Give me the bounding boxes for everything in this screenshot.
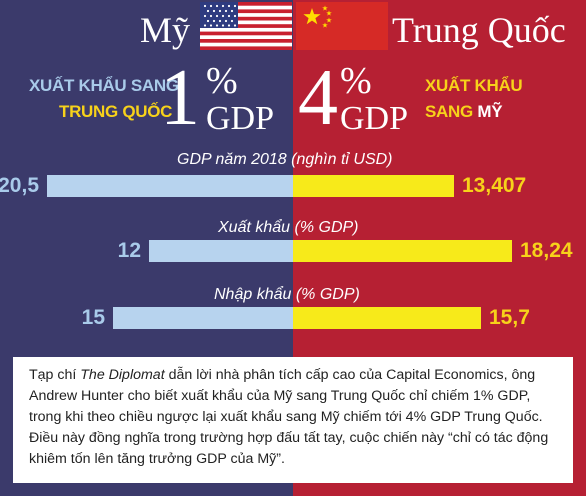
bar-value-china-exports: 18,24 [520, 239, 573, 262]
china-export-label-line1: XUẤT KHẨU [425, 76, 523, 95]
quote-text-start: Tạp chí [29, 367, 81, 383]
china-export-share-value: 4 [298, 54, 338, 142]
china-export-label-my: MỸ [477, 102, 503, 121]
bar-title-imports: Nhập khẩu (% GDP) [214, 286, 360, 303]
percent-sign: % [340, 60, 372, 102]
bar-us-imports [113, 307, 293, 329]
bar-us-exports [149, 240, 293, 262]
gdp-unit: GDP [340, 100, 409, 137]
percent-sign: % [206, 60, 238, 102]
us-export-label-line2: TRUNG QUỐC [59, 102, 173, 121]
bar-china-exports [293, 240, 512, 262]
quote-text: Tạp chí The Diplomat dẫn lời nhà phân tí… [29, 365, 559, 470]
us-export-label-line1: XUẤT KHẨU SANG [29, 76, 179, 95]
us-export-share-value: 1 [160, 54, 200, 142]
china-export-label-line2: SANG MỸ [425, 100, 503, 124]
us-flag-icon [200, 2, 292, 50]
bar-value-us-gdp: 20,5 [0, 174, 39, 197]
quote-box: Tạp chí The Diplomat dẫn lời nhà phân tí… [13, 357, 573, 483]
bar-value-us-exports: 12 [117, 239, 141, 262]
china-export-label-sang: SANG [425, 102, 478, 121]
bar-value-us-imports: 15 [81, 306, 105, 329]
country-title-us: Mỹ [140, 10, 191, 50]
bar-china-gdp [293, 175, 454, 197]
bar-us-gdp [47, 175, 293, 197]
country-title-china: Trung Quốc [392, 10, 566, 50]
china-flag-icon [296, 2, 388, 50]
bar-title-exports: Xuất khẩu (% GDP) [218, 219, 359, 236]
bar-value-china-imports: 15,7 [489, 306, 530, 329]
bar-value-china-gdp: 13,407 [462, 174, 527, 197]
quote-text-body: dẫn lời nhà phân tích cấp cao của Capita… [29, 367, 549, 467]
bar-title-gdp: GDP năm 2018 (nghìn tỉ USD) [177, 151, 393, 168]
publication-name: The Diplomat [80, 367, 165, 383]
gdp-unit: GDP [206, 100, 275, 137]
bar-china-imports [293, 307, 481, 329]
